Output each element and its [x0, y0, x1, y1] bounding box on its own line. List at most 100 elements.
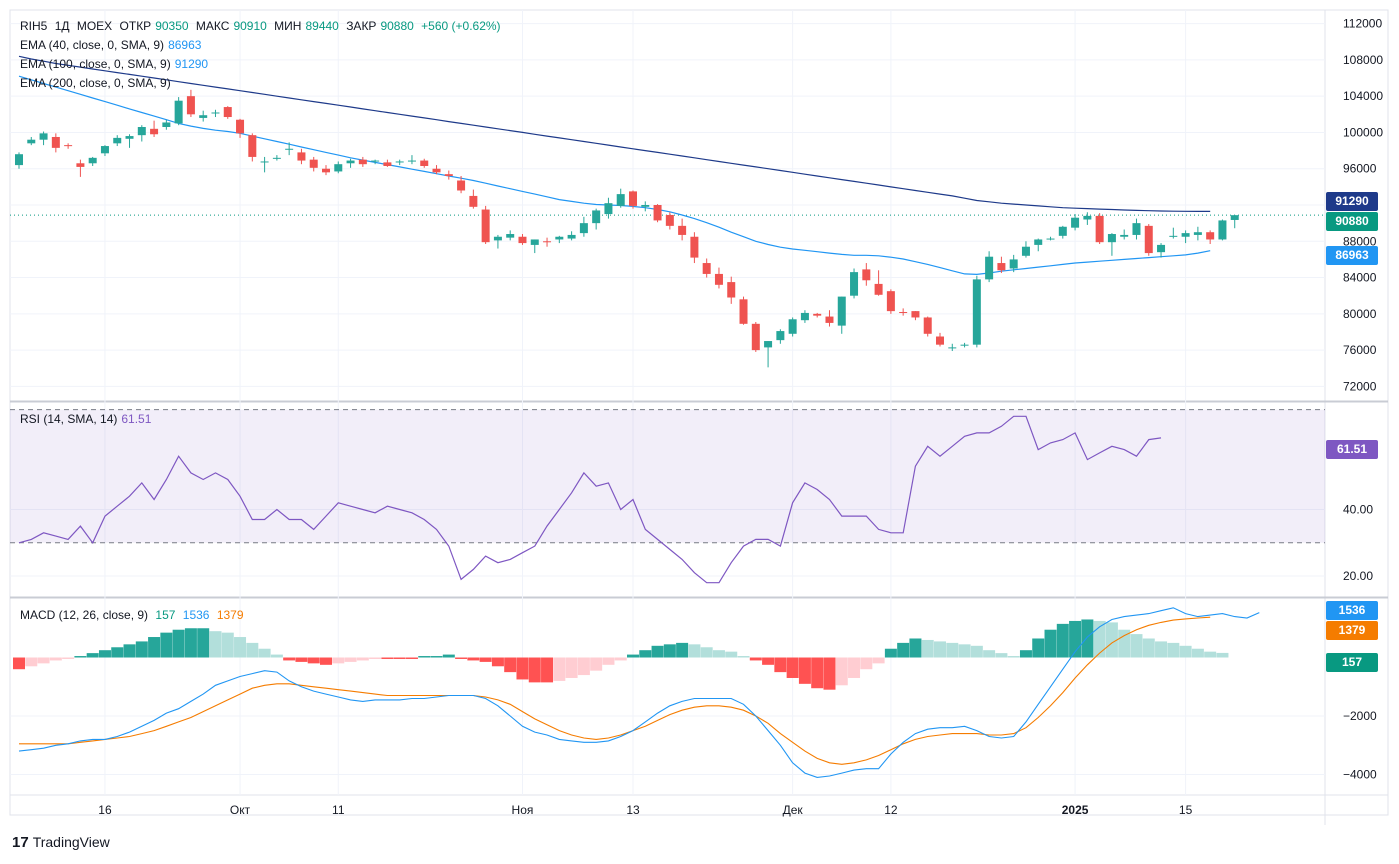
macd-line-value: 1536 — [182, 608, 210, 622]
macd-hist-bar — [1032, 638, 1045, 658]
candle-body — [899, 312, 908, 314]
close-value: 90880 — [380, 19, 414, 33]
macd-hist-bar — [234, 637, 247, 658]
candle-body — [629, 191, 637, 206]
macd-hist-bar — [455, 657, 468, 659]
macd-hist-bar — [283, 657, 296, 661]
high-label: МАКС — [195, 19, 230, 33]
macd-legend[interactable]: MACD (12, 26, close, 9) 157 1536 1379 — [20, 606, 248, 625]
candle-body — [27, 139, 36, 144]
macd-hist-bar — [221, 632, 234, 658]
ema100-label: EMA (100, close, 0, SMA, 9) — [20, 57, 171, 71]
candle-body — [137, 127, 146, 136]
macd-hist-bar — [1056, 623, 1069, 658]
ema200-legend[interactable]: EMA (200, close, 0, SMA, 9) — [20, 74, 505, 93]
macd-hist-bar — [700, 647, 713, 658]
macd-hist-bar — [516, 657, 529, 680]
macd-pane — [13, 607, 1260, 778]
macd-hist-bar — [491, 657, 504, 667]
macd-hist-bar — [786, 657, 799, 678]
macd-hist-bar — [848, 657, 861, 678]
candle-body — [1230, 215, 1239, 220]
candle-body — [923, 317, 932, 334]
candle-body — [665, 214, 674, 226]
candle-body — [125, 136, 134, 139]
candle-body — [199, 115, 208, 118]
tradingview-logo[interactable]: 17 TradingView — [12, 834, 110, 851]
candle-body — [1193, 232, 1202, 235]
candle-body — [616, 194, 625, 206]
ema40-legend[interactable]: EMA (40, close, 0, SMA, 9) 86963 — [20, 36, 505, 55]
macd-hist-bar — [921, 639, 934, 658]
macd-hist-bar — [565, 657, 578, 678]
candle-body — [985, 256, 994, 280]
candle-body — [702, 263, 711, 274]
macd-hist-bar — [62, 657, 75, 659]
candle-body — [690, 236, 699, 258]
macd-hist-bar — [737, 656, 750, 658]
macd-hist-bar — [270, 654, 283, 658]
high-value: 90910 — [233, 19, 267, 33]
price-legend: RIH5 1Д MOEX ОТКР 90350 МАКС 90910 МИН 8944… — [20, 17, 505, 93]
rsi-legend[interactable]: RSI (14, SMA, 14) 61.51 — [20, 410, 155, 429]
candle-body — [788, 319, 797, 334]
tv-brand-label: TradingView — [32, 834, 110, 850]
exchange-label: MOEX — [76, 19, 113, 33]
candle-body — [800, 312, 809, 321]
macd-hist-bar — [774, 657, 787, 673]
macd-hist-bar — [479, 657, 492, 662]
macd-hist-bar — [639, 650, 652, 658]
candle-body — [1169, 235, 1178, 237]
macd-hist-bar — [1130, 634, 1143, 658]
tv-logo-icon: 17 — [12, 834, 29, 851]
open-label: ОТКР — [119, 19, 152, 33]
ema100-price-badge: 91290 — [1326, 192, 1378, 211]
macd-hist-bar — [332, 657, 345, 664]
macd-hist-bar — [934, 641, 946, 658]
macd-hist-value: 157 — [155, 608, 176, 622]
time-axis: 16 Окт 11 Ноя 13 Дек 12 2025 15 — [98, 803, 1192, 817]
macd-hist-bar — [405, 657, 418, 659]
rsi-value: 61.51 — [121, 412, 152, 426]
macd-hist-bar — [663, 644, 676, 658]
candle-body — [395, 161, 404, 163]
candle-body — [322, 168, 330, 173]
candle-body — [751, 323, 760, 351]
macd-hist-bar — [430, 656, 443, 658]
candle-body — [100, 146, 109, 154]
candle-body — [862, 269, 871, 281]
price-tick-label: 100000 — [1343, 125, 1383, 139]
open-value: 90350 — [155, 19, 189, 33]
time-tick-label: 16 — [98, 803, 112, 817]
macd-hist-bar — [172, 629, 185, 658]
macd-hist-bar — [74, 656, 87, 658]
macd-hist-bar — [541, 657, 554, 683]
time-tick-label: 12 — [884, 803, 898, 817]
macd-hist-bar — [209, 631, 222, 658]
macd-hist-bar — [823, 657, 836, 690]
candle-body — [1071, 217, 1080, 228]
candle-body — [51, 136, 60, 148]
ema100-legend[interactable]: EMA (100, close, 0, SMA, 9) 91290 — [20, 55, 505, 74]
time-tick-label: Дек — [783, 803, 804, 817]
chart-frame — [9, 9, 1389, 816]
price-tick-label: 80000 — [1343, 307, 1377, 321]
candle-body — [469, 195, 478, 207]
candle-body — [506, 234, 515, 238]
macd-hist-bar — [946, 642, 959, 658]
candle-body — [64, 145, 73, 147]
macd-hist-bar — [1007, 656, 1020, 658]
macd-hist-bar — [749, 657, 762, 661]
macd-hist-bar — [467, 657, 480, 661]
rsi-tick-label: 20.00 — [1343, 569, 1373, 583]
candle-body — [1144, 225, 1153, 254]
macd-hist-bar — [1081, 619, 1094, 658]
candle-body — [383, 162, 392, 166]
candle-body — [530, 239, 539, 245]
macd-hist-bar — [983, 650, 996, 658]
macd-hist-bar — [393, 657, 406, 659]
candle-body — [518, 236, 527, 244]
macd-hist-bar — [590, 657, 603, 671]
candle-body — [457, 180, 466, 191]
